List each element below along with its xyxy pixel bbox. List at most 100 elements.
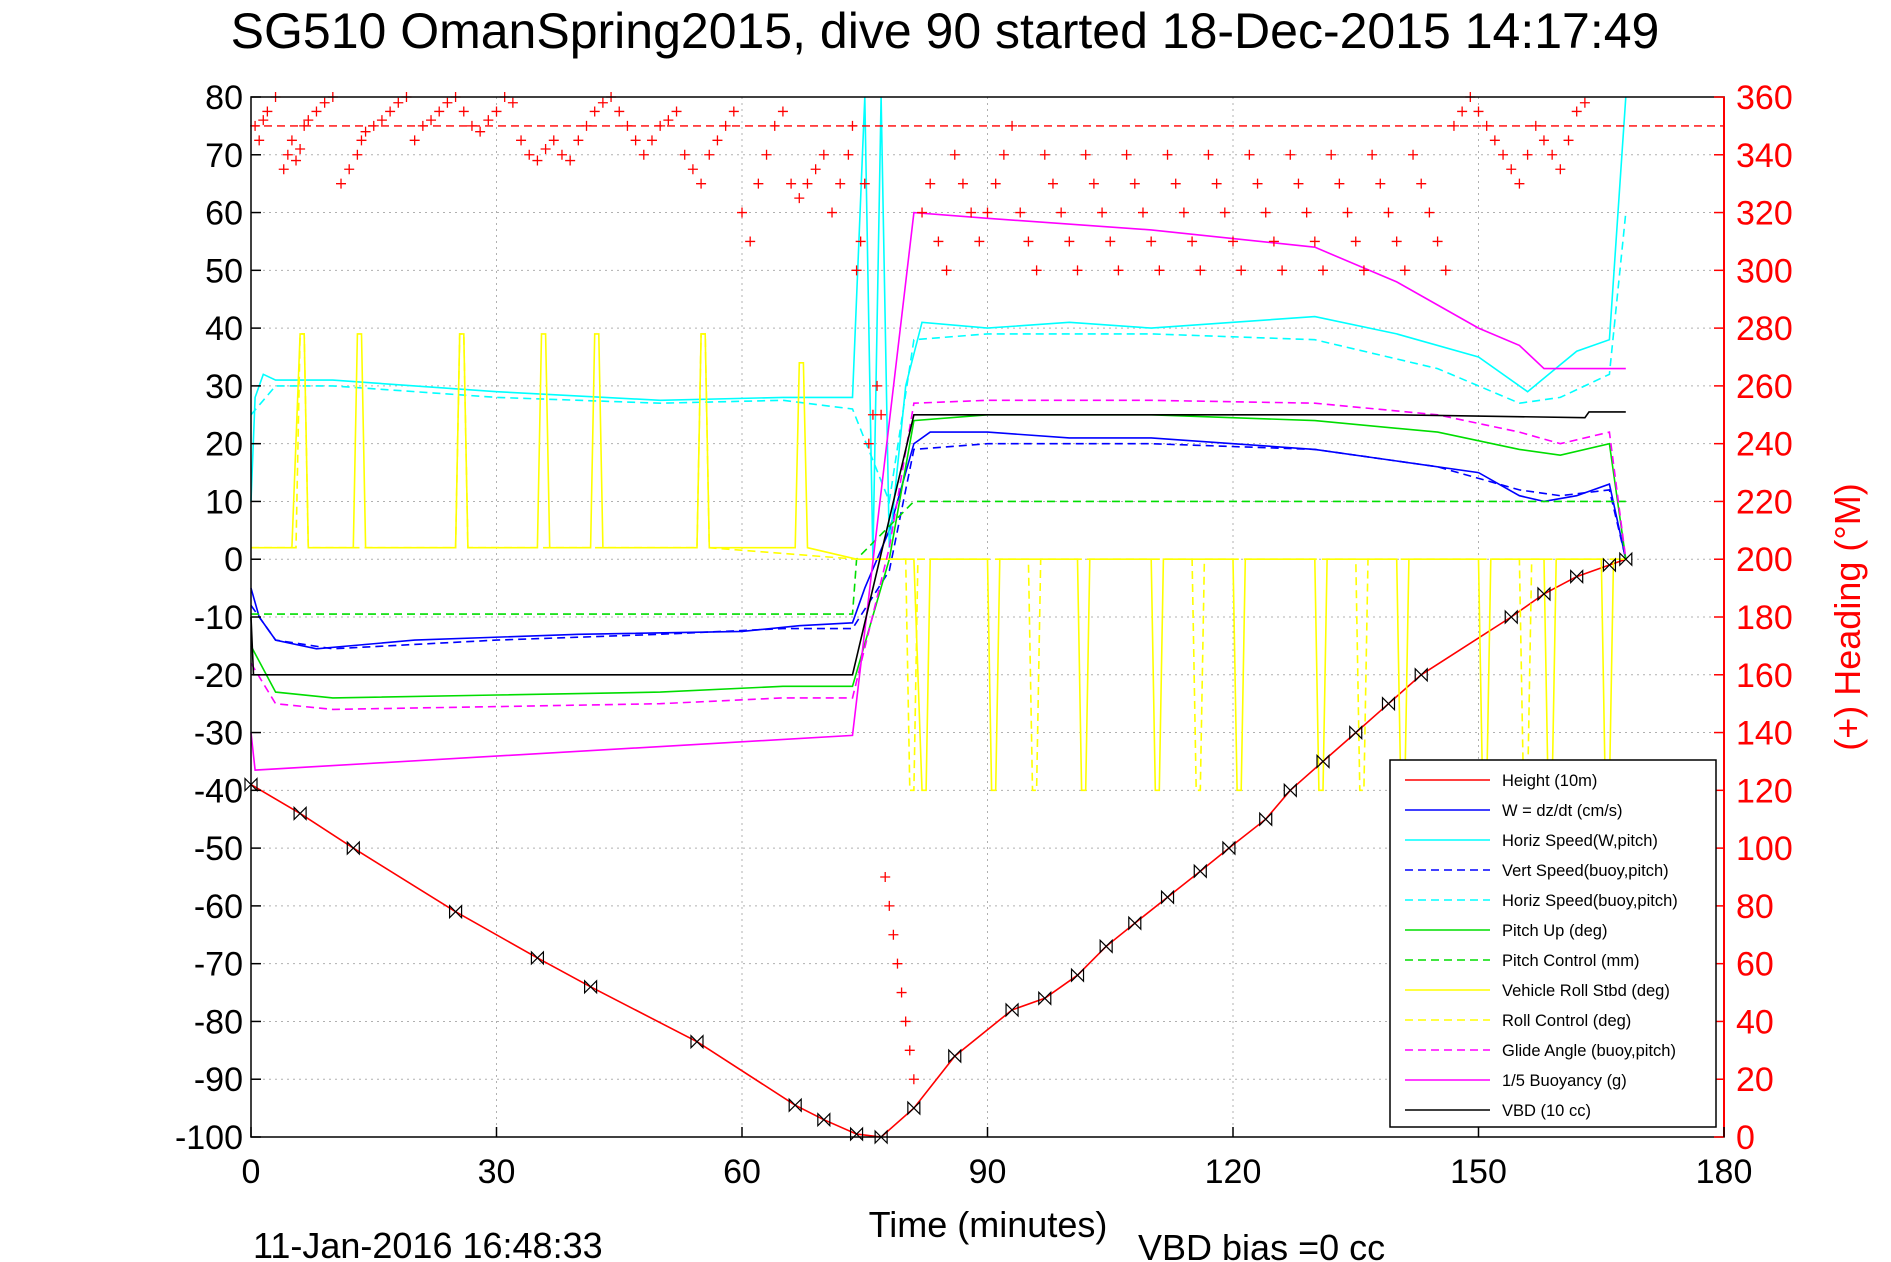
heading-marker <box>1506 164 1517 175</box>
heading-marker <box>1064 236 1075 247</box>
heading-marker <box>483 115 494 126</box>
height-marker <box>1038 990 1052 1006</box>
height-marker <box>1005 1002 1019 1018</box>
heading-marker <box>376 115 387 126</box>
heading-marker <box>1481 120 1492 131</box>
legend-label: Vehicle Roll Stbd (deg) <box>1502 982 1670 1000</box>
heading-marker <box>1350 236 1361 247</box>
chart-title: SG510 OmanSpring2015, dive 90 started 18… <box>231 3 1660 59</box>
series-line-8 <box>251 333 1626 792</box>
heading-marker <box>802 178 813 189</box>
heading-marker <box>475 126 486 137</box>
height-marker <box>1602 557 1617 573</box>
height-marker <box>817 1112 831 1128</box>
legend-label: Pitch Control (mm) <box>1502 952 1640 970</box>
heading-marker <box>524 149 535 160</box>
heading-marker <box>1547 149 1558 160</box>
heading-marker <box>777 106 788 117</box>
height-marker <box>1070 967 1085 983</box>
heading-marker <box>299 120 310 131</box>
heading-marker <box>720 120 731 131</box>
y-tick-label: 40 <box>205 310 243 348</box>
heading-marker <box>368 120 379 131</box>
heading-marker <box>1252 178 1263 189</box>
y-tick-label: -30 <box>194 715 243 753</box>
y-tick-label: -90 <box>194 1061 243 1099</box>
heading-marker <box>1563 135 1574 146</box>
heading-marker <box>1530 120 1541 131</box>
heading-marker <box>1358 265 1369 276</box>
heading-marker <box>1154 265 1165 276</box>
heading-marker <box>835 178 846 189</box>
y2-tick-label: 300 <box>1736 252 1793 290</box>
heading-marker <box>573 135 584 146</box>
x-tick-label: 180 <box>1696 1153 1753 1191</box>
heading-marker <box>1457 106 1468 117</box>
heading-marker <box>1293 178 1304 189</box>
legend-label: Roll Control (deg) <box>1502 1012 1631 1030</box>
heading-marker <box>516 135 527 146</box>
y2-tick-label: 260 <box>1736 368 1793 406</box>
heading-marker <box>1424 207 1435 218</box>
heading-marker <box>957 178 968 189</box>
series-line-5 <box>250 413 1627 699</box>
heading-marker <box>1170 178 1181 189</box>
legend: Height (10m) W = dz/dt (cm/s) Horiz Speed(… <box>1389 759 1717 1128</box>
height-marker <box>907 1100 921 1116</box>
heading-marker <box>745 236 756 247</box>
y-tick-label: -20 <box>194 657 243 695</box>
y-tick-label: -80 <box>194 1003 243 1041</box>
height-marker <box>1193 863 1207 879</box>
heading-marker <box>1162 149 1173 160</box>
heading-marker <box>466 120 477 131</box>
heading-marker <box>589 106 600 117</box>
y2-tick-label: 180 <box>1736 599 1793 637</box>
heading-marker <box>1408 149 1419 160</box>
heading-marker <box>794 193 805 204</box>
heading-marker <box>1219 207 1230 218</box>
heading-marker <box>565 155 576 166</box>
heading-marker <box>1334 178 1345 189</box>
y2-axis-label: (+) Heading (°M) <box>1827 483 1868 750</box>
heading-marker <box>843 149 854 160</box>
legend-label: Horiz Speed(buoy,pitch) <box>1502 892 1678 910</box>
heading-marker <box>1268 236 1279 247</box>
series-line-9 <box>250 399 1627 711</box>
heading-marker <box>855 236 866 247</box>
heading-marker <box>863 438 874 449</box>
x-tick-label: 30 <box>478 1153 516 1191</box>
y-tick-label: 20 <box>205 426 243 464</box>
y-tick-label: -100 <box>175 1119 243 1157</box>
heading-marker <box>426 115 437 126</box>
series-line-1 <box>250 431 1627 650</box>
heading-marker <box>1056 207 1067 218</box>
heading-marker <box>1113 265 1124 276</box>
y-tick-label: -40 <box>194 772 243 810</box>
heading-marker <box>250 120 261 131</box>
heading-marker <box>1039 149 1050 160</box>
heading-marker <box>982 207 993 218</box>
heading-marker <box>974 236 985 247</box>
heading-marker <box>933 236 944 247</box>
heading-marker <box>900 1016 911 1027</box>
heading-marker <box>1137 207 1148 218</box>
heading-marker <box>352 149 363 160</box>
heading-marker <box>1399 265 1410 276</box>
heading-marker <box>1007 120 1018 131</box>
height-marker <box>1570 569 1584 585</box>
height-marker <box>1128 915 1142 931</box>
legend-box <box>1389 759 1717 1128</box>
heading-marker <box>581 120 592 131</box>
heading-marker <box>904 1045 915 1056</box>
heading-marker <box>851 265 862 276</box>
legend-label: Height (10m) <box>1502 772 1597 790</box>
height-marker <box>1222 840 1236 856</box>
heading-marker <box>254 135 265 146</box>
series-line-3 <box>250 442 1627 650</box>
legend-label: Pitch Up (deg) <box>1502 922 1607 940</box>
heading-marker <box>847 120 858 131</box>
heading-marker <box>876 409 887 420</box>
heading-marker <box>344 164 355 175</box>
heading-marker <box>1367 149 1378 160</box>
heading-marker <box>892 958 903 969</box>
